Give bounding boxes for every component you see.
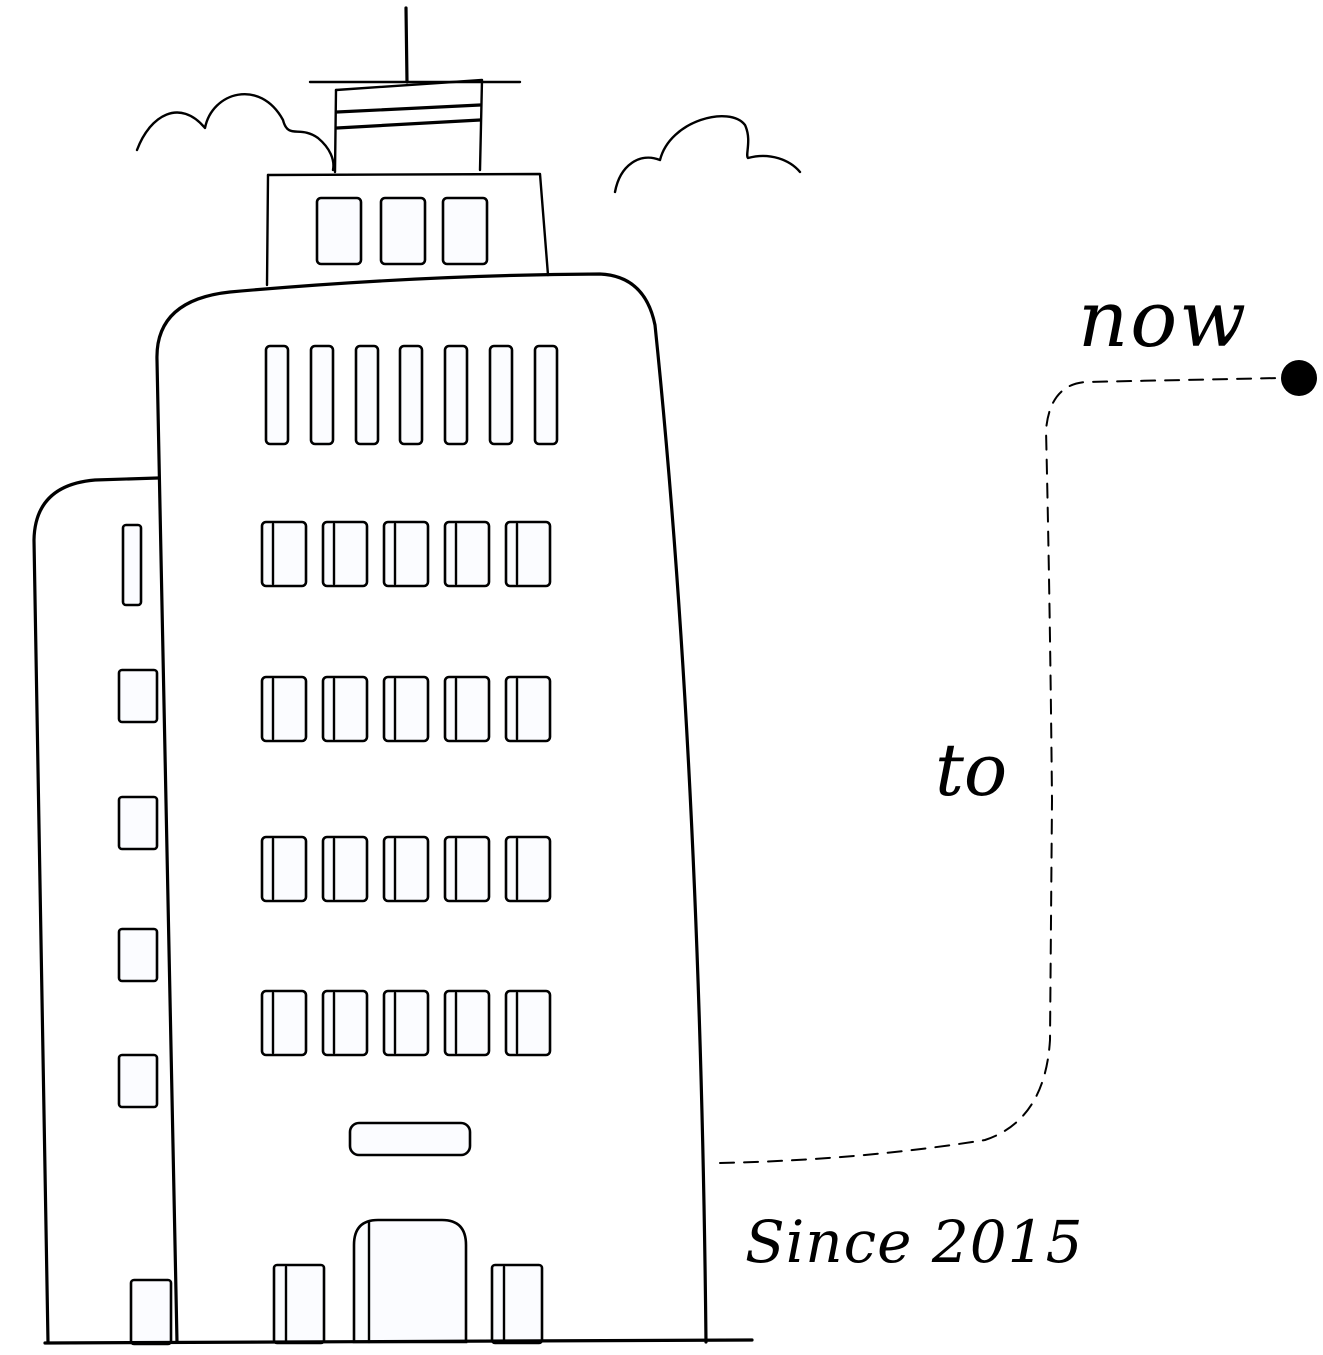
label-now: now bbox=[1078, 275, 1248, 365]
main-window bbox=[443, 344, 469, 446]
main-window bbox=[321, 520, 369, 588]
building-icon bbox=[155, 272, 708, 1345]
side-window bbox=[117, 795, 159, 851]
timeline-path bbox=[719, 377, 1281, 1164]
left-door bbox=[272, 1263, 326, 1345]
main-window bbox=[321, 675, 369, 743]
main-window bbox=[443, 675, 491, 743]
upper-window bbox=[441, 196, 489, 266]
antenna bbox=[404, 6, 409, 84]
side-window bbox=[117, 927, 159, 983]
side-window bbox=[117, 668, 159, 724]
main-window bbox=[260, 835, 308, 903]
upper-window bbox=[315, 196, 363, 266]
building-sign bbox=[348, 1121, 472, 1157]
label-to: to bbox=[935, 728, 1007, 812]
side-window bbox=[121, 523, 143, 607]
main-window bbox=[321, 835, 369, 903]
side-door bbox=[129, 1278, 173, 1346]
main-window bbox=[260, 989, 308, 1057]
main-window bbox=[309, 344, 335, 446]
main-window bbox=[260, 675, 308, 743]
main-window bbox=[443, 520, 491, 588]
main-window bbox=[504, 675, 552, 743]
label-since: Since 2015 bbox=[745, 1208, 1084, 1276]
main-window bbox=[264, 344, 290, 446]
main-door bbox=[352, 1218, 468, 1344]
main-window bbox=[504, 989, 552, 1057]
right-cloud-icon bbox=[613, 115, 802, 194]
main-window bbox=[504, 520, 552, 588]
main-window bbox=[354, 344, 380, 446]
upper-tier bbox=[265, 172, 550, 287]
window-grid bbox=[260, 520, 552, 1057]
ground-line bbox=[43, 1338, 754, 1345]
right-door bbox=[490, 1263, 544, 1345]
main-window bbox=[382, 675, 430, 743]
dot-icon bbox=[1281, 360, 1317, 396]
main-window bbox=[321, 989, 369, 1057]
side-building bbox=[32, 476, 173, 1346]
main-window bbox=[398, 344, 424, 446]
main-window bbox=[382, 520, 430, 588]
side-window bbox=[117, 1053, 159, 1109]
upper-window bbox=[379, 196, 427, 266]
main-window bbox=[382, 989, 430, 1057]
main-window bbox=[443, 989, 491, 1057]
main-window bbox=[443, 835, 491, 903]
rooftop-box bbox=[308, 78, 522, 174]
main-window bbox=[260, 520, 308, 588]
main-window bbox=[382, 835, 430, 903]
main-window bbox=[533, 344, 559, 446]
main-window bbox=[504, 835, 552, 903]
left-cloud-icon bbox=[135, 93, 335, 172]
main-window bbox=[488, 344, 514, 446]
